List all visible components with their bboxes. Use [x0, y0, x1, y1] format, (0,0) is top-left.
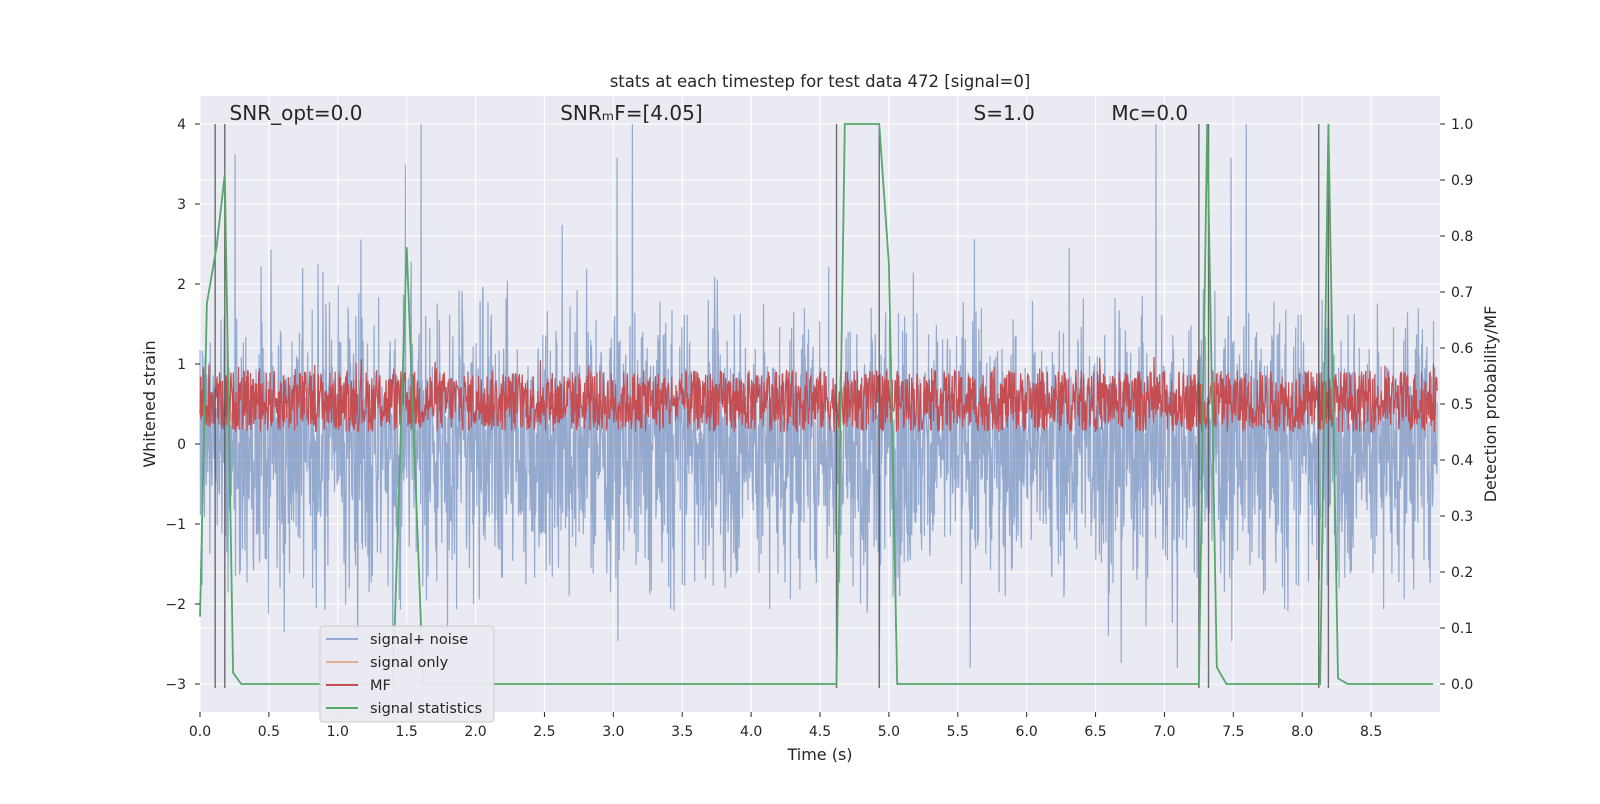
series-signal-noise: [199, 123, 1438, 669]
y-right-tick-label: 0.4: [1451, 453, 1473, 469]
x-tick-label: 0.5: [258, 724, 280, 740]
legend: signal+ noise signal only MF signal stat…: [319, 625, 495, 723]
y-left-tick-label: 3: [177, 197, 186, 213]
legend-label-mf: MF: [370, 678, 391, 694]
annotation-text: S=1.0: [974, 101, 1035, 125]
event-markers: [214, 124, 1330, 688]
y-right-tick-label: 0.2: [1451, 565, 1473, 581]
annotations: SNR_opt=0.0 SNRₘF=[4.05] S=1.0 Mᴄ=0.0: [230, 101, 1189, 125]
x-tick-label: 3.5: [671, 724, 693, 740]
x-tick-label: 6.0: [1016, 724, 1038, 740]
y-left-tick-label: 0: [177, 437, 186, 453]
y-right-tick-label: 0.9: [1451, 173, 1473, 189]
x-tick-label: 5.0: [878, 724, 900, 740]
y-axis-label-whitened-strain: Whitened strain: [140, 340, 159, 467]
y-right-tick-label: 0.5: [1451, 397, 1473, 413]
x-tick-label: 6.5: [1084, 724, 1106, 740]
x-tick-label: 3.0: [602, 724, 624, 740]
legend-label-signal-statistics: signal statistics: [370, 701, 482, 717]
x-tick-label: 5.5: [947, 724, 969, 740]
series-signal-statistics: [199, 123, 1434, 685]
annotation-text: Mᴄ=0.0: [1111, 101, 1188, 125]
y-right-tick-label: 1.0: [1451, 117, 1473, 133]
x-tick-label: 8.5: [1360, 724, 1382, 740]
annotation-text: SNR_opt=0.0: [230, 101, 363, 125]
x-tick-label: 2.0: [464, 724, 486, 740]
y-left-tick-label: 1: [177, 357, 186, 373]
x-axis-label: Time (s): [786, 745, 852, 764]
line-signal-statistics: [199, 123, 1434, 685]
x-tick-label: 7.5: [1222, 724, 1244, 740]
y-right-tick-label: 0.6: [1451, 341, 1473, 357]
line-signal-noise: [199, 123, 1438, 669]
x-tick-label: 7.0: [1153, 724, 1175, 740]
chart-title: stats at each timestep for test data 472…: [610, 72, 1031, 91]
y-axis-label-right: Detection probability/MF: [1481, 306, 1500, 503]
series-mf: [199, 356, 1438, 434]
y-right-tick-label: 0.8: [1451, 229, 1473, 245]
y-right-tick-label: 0.3: [1451, 509, 1473, 525]
legend-label-signal-noise: signal+ noise: [370, 632, 468, 648]
axis-ticks: 0.0 0.5 1.0 1.5 2.0 2.5 3.0 3.5 4.0 4.5 5.0 5.5 6.0 6…: [165, 117, 1473, 740]
y-left-tick-label: −2: [165, 597, 186, 613]
y-right-tick-label: 0.7: [1451, 285, 1473, 301]
legend-label-signal-only: signal only: [370, 655, 449, 671]
x-tick-label: 4.5: [809, 724, 831, 740]
legend-box: [319, 625, 495, 723]
annotation-text: SNRₘF=[4.05]: [560, 101, 702, 125]
x-tick-label: 2.5: [533, 724, 555, 740]
line-mf: [199, 356, 1438, 434]
y-left-tick-label: 2: [177, 277, 186, 293]
y-left-tick-label: −1: [165, 517, 186, 533]
y-left-tick-label: −3: [165, 677, 186, 693]
y-left-tick-label: 4: [177, 117, 186, 133]
x-tick-label: 4.0: [740, 724, 762, 740]
x-tick-label: 1.0: [327, 724, 349, 740]
x-tick-label: 1.5: [396, 724, 418, 740]
y-right-tick-label: 0.1: [1451, 621, 1473, 637]
y-right-tick-label: 0.0: [1451, 677, 1473, 693]
x-tick-label: 0.0: [189, 724, 211, 740]
x-tick-label: 8.0: [1291, 724, 1313, 740]
